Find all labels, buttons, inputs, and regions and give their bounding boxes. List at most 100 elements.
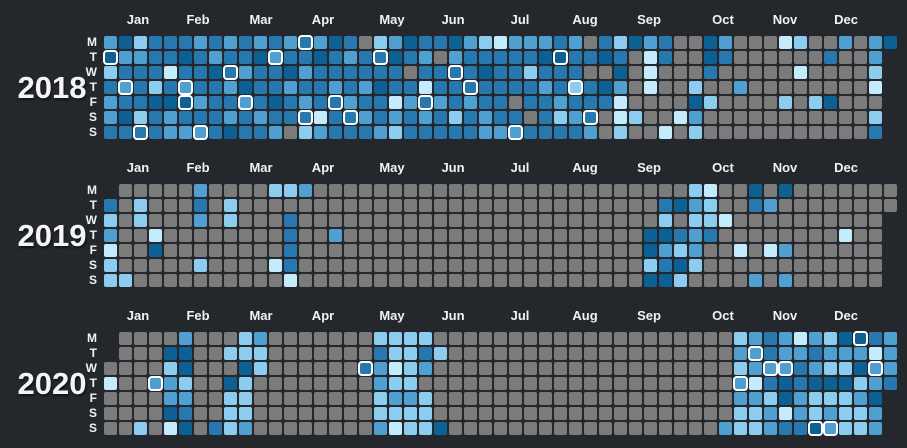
day-cell[interactable] — [659, 199, 672, 212]
day-cell[interactable] — [749, 66, 762, 79]
day-cell[interactable] — [389, 214, 402, 227]
day-cell[interactable] — [119, 214, 132, 227]
day-cell[interactable] — [194, 51, 207, 64]
day-cell[interactable] — [389, 199, 402, 212]
day-cell[interactable] — [854, 377, 867, 390]
day-cell[interactable] — [794, 259, 807, 272]
day-cell[interactable] — [809, 126, 822, 139]
day-cell[interactable] — [284, 274, 297, 287]
day-cell[interactable] — [719, 184, 732, 197]
day-cell[interactable] — [359, 422, 372, 435]
day-cell[interactable] — [224, 332, 237, 345]
day-cell[interactable] — [314, 51, 327, 64]
day-cell[interactable] — [389, 377, 402, 390]
day-cell[interactable] — [749, 274, 762, 287]
day-cell[interactable] — [584, 126, 597, 139]
day-cell[interactable] — [614, 244, 627, 257]
day-cell[interactable] — [479, 347, 492, 360]
day-cell[interactable] — [299, 229, 312, 242]
day-cell[interactable] — [464, 229, 477, 242]
day-cell[interactable] — [584, 422, 597, 435]
day-cell[interactable] — [149, 214, 162, 227]
day-cell[interactable] — [509, 51, 522, 64]
day-cell[interactable] — [344, 347, 357, 360]
day-cell[interactable] — [629, 229, 642, 242]
day-cell[interactable] — [584, 407, 597, 420]
day-cell[interactable] — [614, 407, 627, 420]
day-cell[interactable] — [389, 259, 402, 272]
day-cell[interactable] — [569, 66, 582, 79]
day-cell[interactable] — [824, 332, 837, 345]
day-cell[interactable] — [419, 422, 432, 435]
day-cell[interactable] — [449, 347, 462, 360]
day-cell[interactable] — [209, 407, 222, 420]
day-cell[interactable] — [509, 81, 522, 94]
day-cell[interactable] — [689, 229, 702, 242]
day-cell[interactable] — [704, 36, 717, 49]
day-cell[interactable] — [749, 184, 762, 197]
day-cell[interactable] — [779, 36, 792, 49]
day-cell[interactable] — [254, 274, 267, 287]
day-cell[interactable] — [764, 229, 777, 242]
day-cell[interactable] — [599, 126, 612, 139]
day-cell[interactable] — [149, 362, 162, 375]
day-cell[interactable] — [254, 199, 267, 212]
day-cell[interactable] — [224, 362, 237, 375]
day-cell[interactable] — [119, 244, 132, 257]
day-cell[interactable] — [839, 229, 852, 242]
day-cell[interactable] — [164, 332, 177, 345]
day-cell[interactable] — [374, 332, 387, 345]
day-cell[interactable] — [134, 244, 147, 257]
day-cell[interactable] — [749, 111, 762, 124]
day-cell[interactable] — [599, 422, 612, 435]
day-cell[interactable] — [644, 392, 657, 405]
day-cell[interactable] — [674, 214, 687, 227]
day-cell[interactable] — [854, 111, 867, 124]
day-cell[interactable] — [239, 66, 252, 79]
day-cell[interactable] — [749, 244, 762, 257]
day-cell[interactable] — [239, 51, 252, 64]
day-cell[interactable] — [614, 51, 627, 64]
day-cell[interactable] — [119, 199, 132, 212]
day-cell[interactable] — [239, 392, 252, 405]
day-cell[interactable] — [359, 244, 372, 257]
day-cell[interactable] — [854, 66, 867, 79]
day-cell[interactable] — [778, 361, 793, 376]
day-cell[interactable] — [194, 96, 207, 109]
day-cell[interactable] — [299, 244, 312, 257]
day-cell[interactable] — [344, 96, 357, 109]
day-cell[interactable] — [389, 66, 402, 79]
day-cell[interactable] — [614, 362, 627, 375]
day-cell[interactable] — [644, 347, 657, 360]
day-cell[interactable] — [434, 66, 447, 79]
day-cell[interactable] — [599, 66, 612, 79]
day-cell[interactable] — [734, 362, 747, 375]
day-cell[interactable] — [344, 229, 357, 242]
day-cell[interactable] — [284, 184, 297, 197]
day-cell[interactable] — [299, 259, 312, 272]
day-cell[interactable] — [584, 377, 597, 390]
day-cell[interactable] — [869, 422, 882, 435]
day-cell[interactable] — [599, 229, 612, 242]
day-cell[interactable] — [404, 422, 417, 435]
day-cell[interactable] — [584, 36, 597, 49]
day-cell[interactable] — [689, 347, 702, 360]
day-cell[interactable] — [824, 259, 837, 272]
day-cell[interactable] — [779, 111, 792, 124]
day-cell[interactable] — [509, 214, 522, 227]
day-cell[interactable] — [254, 96, 267, 109]
day-cell[interactable] — [464, 66, 477, 79]
day-cell[interactable] — [599, 36, 612, 49]
day-cell[interactable] — [359, 407, 372, 420]
day-cell[interactable] — [194, 36, 207, 49]
day-cell[interactable] — [419, 362, 432, 375]
day-cell[interactable] — [464, 51, 477, 64]
day-cell[interactable] — [149, 36, 162, 49]
day-cell[interactable] — [269, 362, 282, 375]
day-cell[interactable] — [569, 244, 582, 257]
day-cell[interactable] — [479, 332, 492, 345]
day-cell[interactable] — [149, 244, 162, 257]
day-cell[interactable] — [614, 332, 627, 345]
day-cell[interactable] — [359, 111, 372, 124]
day-cell[interactable] — [884, 362, 897, 375]
